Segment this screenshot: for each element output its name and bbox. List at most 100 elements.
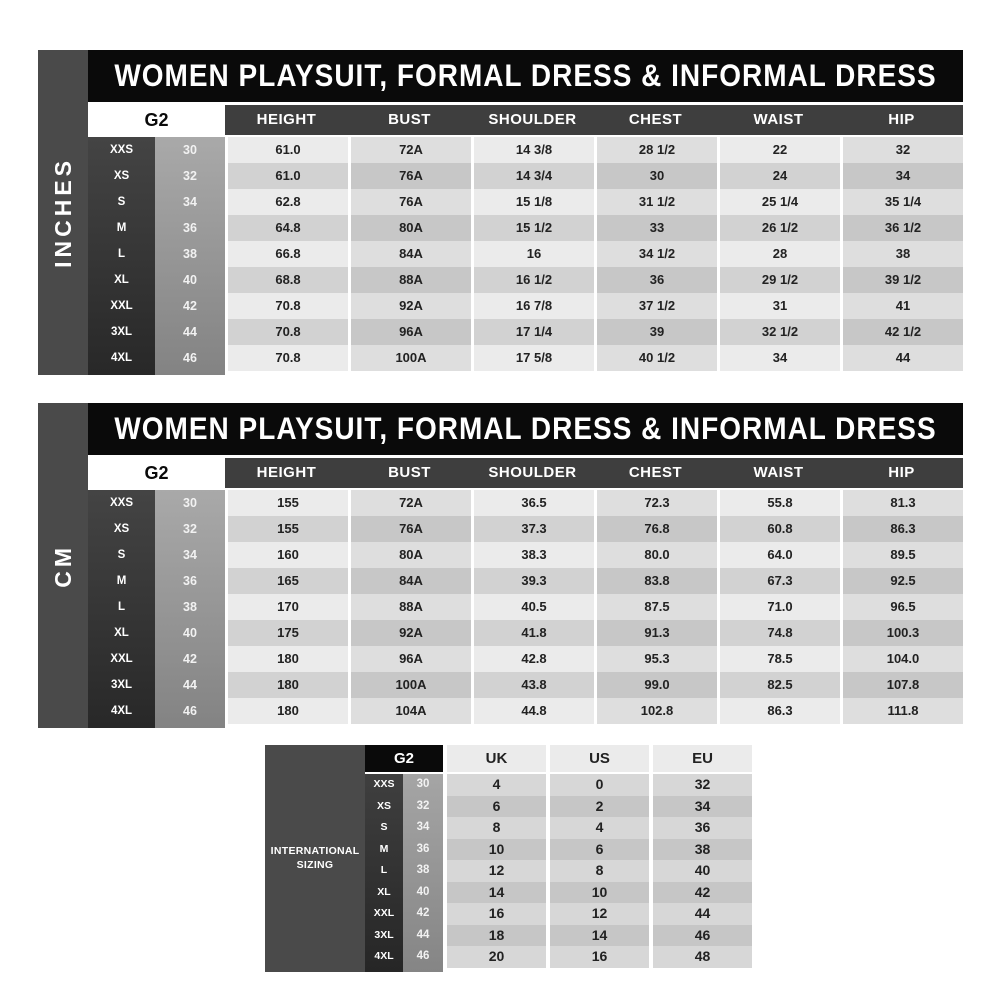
measurement-value: 15 1/2 <box>471 215 594 241</box>
measurement-value: 60.8 <box>717 516 840 542</box>
measurement-value: 100.3 <box>840 620 963 646</box>
size-value: 12 <box>546 903 649 925</box>
table-title-bar: WOMEN PLAYSUIT, FORMAL DRESS & INFORMAL … <box>88 50 963 102</box>
measurement-value: 96A <box>348 646 471 672</box>
g2-size-value: 36 <box>416 842 430 855</box>
region-header: US <box>546 745 649 772</box>
measurement-value: 36 <box>594 267 717 293</box>
size-value: 12 <box>443 860 546 882</box>
measurement-value: 24 <box>717 163 840 189</box>
unit-label-box-inches: INCHES <box>38 50 88 375</box>
size-label: 3XL <box>374 928 394 941</box>
g2-size-value: 38 <box>183 247 197 261</box>
table-header-row: G2 HEIGHT BUST SHOULDER CHEST WAIST HIP <box>88 105 963 135</box>
measurement-value: 55.8 <box>717 490 840 516</box>
measurement-value: 87.5 <box>594 594 717 620</box>
size-value: 10 <box>443 838 546 860</box>
measurement-value: 100A <box>348 672 471 698</box>
measurement-value: 39 1/2 <box>840 267 963 293</box>
table-row: XXL 42 180 96A 42.8 95.3 78.5 104.0 <box>88 646 963 672</box>
measurement-value: 107.8 <box>840 672 963 698</box>
size-value: 32 <box>649 774 752 796</box>
measurement-value: 37 1/2 <box>594 293 717 319</box>
measurement-value: 44 <box>840 345 963 371</box>
measurement-value: 35 1/4 <box>840 189 963 215</box>
region-header: UK <box>443 745 546 772</box>
measurement-value: 31 <box>717 293 840 319</box>
measurement-value: 32 <box>840 137 963 163</box>
measurement-value: 102.8 <box>594 698 717 724</box>
size-label: M <box>116 575 127 587</box>
measurement-value: 62.8 <box>225 189 348 215</box>
g2-size-value: 32 <box>183 522 197 536</box>
measurement-value: 22 <box>717 137 840 163</box>
measurement-value: 155 <box>225 490 348 516</box>
g2-header: G2 <box>88 105 225 135</box>
table-row: S 34 62.8 76A 15 1/8 31 1/2 25 1/4 35 1/4 <box>88 189 963 215</box>
size-value: 36 <box>649 817 752 839</box>
measurement-value: 72A <box>348 490 471 516</box>
column-header: WAIST <box>717 458 840 488</box>
table-header-row: G2 HEIGHT BUST SHOULDER CHEST WAIST HIP <box>88 458 963 488</box>
size-label: XXS <box>109 497 133 509</box>
size-value: 6 <box>443 795 546 817</box>
size-label: L <box>117 248 126 260</box>
measurement-value: 43.8 <box>471 672 594 698</box>
table-content: WOMEN PLAYSUIT, FORMAL DRESS & INFORMAL … <box>88 50 963 375</box>
measurement-value: 64.0 <box>717 542 840 568</box>
measurement-value: 155 <box>225 516 348 542</box>
size-value: 14 <box>546 924 649 946</box>
measurement-value: 37.3 <box>471 516 594 542</box>
measurement-value: 92A <box>348 293 471 319</box>
measurement-value: 76A <box>348 189 471 215</box>
size-label: 3XL <box>110 679 133 691</box>
size-value: 16 <box>443 903 546 925</box>
table-body: XXS 30 155 72A 36.5 72.3 55.8 81.3 XS 32 155 7… <box>88 490 963 728</box>
measurement-value: 95.3 <box>594 646 717 672</box>
g2-size-value: 30 <box>183 496 197 510</box>
measurement-value: 33 <box>594 215 717 241</box>
measurement-value: 91.3 <box>594 620 717 646</box>
g2-size-value: 44 <box>183 325 197 339</box>
size-value: 16 <box>546 946 649 968</box>
column-header: HEIGHT <box>225 458 348 488</box>
table-title: WOMEN PLAYSUIT, FORMAL DRESS & INFORMAL … <box>114 411 937 446</box>
measurement-value: 16 1/2 <box>471 267 594 293</box>
table-row: S 34 160 80A 38.3 80.0 64.0 89.5 <box>88 542 963 568</box>
size-label: XL <box>114 274 129 286</box>
measurement-value: 175 <box>225 620 348 646</box>
size-value: 46 <box>649 924 752 946</box>
measurement-value: 14 3/4 <box>471 163 594 189</box>
g2-size-value: 36 <box>183 574 197 588</box>
g2-size-value: 32 <box>183 169 197 183</box>
table-row: L 38 66.8 84A 16 34 1/2 28 38 <box>88 241 963 267</box>
measurement-value: 88A <box>348 267 471 293</box>
size-label: XS <box>113 523 130 535</box>
size-label: S <box>117 549 126 561</box>
international-sizing-label: INTERNATIONAL SIZING <box>265 745 365 972</box>
measurement-value: 36.5 <box>471 490 594 516</box>
measurement-value: 15 1/8 <box>471 189 594 215</box>
table-row: XL 40 175 92A 41.8 91.3 74.8 100.3 <box>88 620 963 646</box>
measurement-value: 14 3/8 <box>471 137 594 163</box>
size-label: M <box>379 842 389 855</box>
measurement-value: 34 <box>840 163 963 189</box>
table-row: L 38 12 8 40 <box>365 860 752 882</box>
g2-size-value: 42 <box>416 907 430 919</box>
measurement-value: 80A <box>348 215 471 241</box>
measurement-value: 16 <box>471 241 594 267</box>
size-value: 6 <box>546 838 649 860</box>
measurement-value: 160 <box>225 542 348 568</box>
g2-size-value: 40 <box>183 626 197 640</box>
measurement-value: 76A <box>348 516 471 542</box>
table-row: XS 32 61.0 76A 14 3/4 30 24 34 <box>88 163 963 189</box>
table-row: 3XL 44 18 14 46 <box>365 924 752 946</box>
size-label: S <box>117 196 126 208</box>
g2-size-value: 36 <box>183 221 197 235</box>
column-header: HIP <box>840 458 963 488</box>
measurement-value: 100A <box>348 345 471 371</box>
size-label: XL <box>377 885 391 898</box>
measurement-value: 99.0 <box>594 672 717 698</box>
measurement-value: 70.8 <box>225 319 348 345</box>
